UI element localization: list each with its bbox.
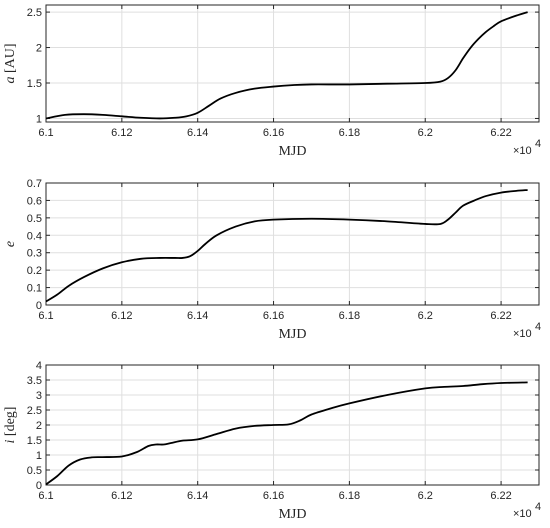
series-line [45,11,528,120]
x-tick-label: 6.18 [339,310,360,322]
x-tick-label: 6.14 [187,490,208,502]
y-tick-label: 1.5 [27,78,42,90]
x-axis-multiplier-exponent: 4 [535,138,541,150]
y-tick-label: 0.7 [27,178,42,190]
x-tick-label: 6.22 [490,490,511,502]
x-tick-label: 6.1 [38,310,53,322]
x-tick-label: 6.14 [187,310,208,322]
x-tick-label: 6.16 [263,127,284,139]
series-line [45,381,528,486]
y-axis-label-symbol: i [3,439,18,443]
plot-panel-2: 6.1 6.12 6.14 6.16 6.18 6.2 6.22 0 0.1 0.2 0.3 0.4 0… [3,178,541,342]
y-tick-label: 0.5 [27,213,42,225]
x-tick-label: 6.16 [263,310,284,322]
y-tick-label: 0.5 [27,465,42,477]
y-tick-label: 2.5 [27,7,42,19]
plot-panel-1: 6.1 6.12 6.14 6.16 6.18 6.2 6.22 1 1.5 2 2.5 MJD a [… [3,4,541,159]
x-tick-label: 6.22 [490,127,511,139]
y-tick-label: 0.2 [27,265,42,277]
y-tick-label: 2 [36,420,42,432]
x-tick-label: 6.22 [490,310,511,322]
y-tick-label: 2 [36,43,42,55]
x-tick-label: 6.2 [418,490,433,502]
y-axis-label-symbol: a [3,77,18,84]
y-tick-label: 3 [36,390,42,402]
x-axis-multiplier: ×10 [513,508,532,520]
x-tick-label: 6.16 [263,490,284,502]
y-axis-label-unit: [deg] [3,407,18,440]
axes-frame [45,182,540,306]
y-axis-label-symbol: e [3,241,18,247]
y-tick-label: 0 [36,300,42,312]
x-tick-label: 6.18 [339,127,360,139]
y-tick-label: 1 [36,113,42,125]
y-axis-label: i [deg] [3,407,18,444]
y-tick-label: 0.4 [27,230,42,242]
plot-panel-3: 6.1 6.12 6.14 6.16 6.18 6.2 6.22 0 0.5 1 1.5 2 2.5 3 3… [3,360,541,522]
x-tick-label: 6.14 [187,127,208,139]
y-axis-label-unit: [AU] [3,43,18,76]
y-tick-label: 1 [36,450,42,462]
y-axis-label: a [AU] [3,43,18,83]
y-tick-label: 0.6 [27,195,42,207]
y-tick-label: 0.3 [27,248,42,260]
series-line [45,189,528,303]
y-tick-label: 4 [36,360,42,372]
x-tick-label: 6.1 [38,127,53,139]
x-tick-label: 6.1 [38,490,53,502]
axes-frame [45,4,540,123]
y-tick-label: 3.5 [27,375,42,387]
x-axis-multiplier-exponent: 4 [535,321,541,333]
x-axis-label: MJD [278,327,306,342]
x-tick-label: 6.2 [418,127,433,139]
x-axis-multiplier: ×10 [513,145,532,157]
x-tick-label: 6.12 [111,490,132,502]
y-tick-label: 0.1 [27,283,42,295]
x-axis-label: MJD [278,507,306,522]
x-tick-label: 6.12 [111,127,132,139]
y-axis-label: e [3,241,18,247]
x-tick-label: 6.2 [418,310,433,322]
x-axis-multiplier: ×10 [513,328,532,340]
y-tick-label: 2.5 [27,405,42,417]
x-tick-label: 6.18 [339,490,360,502]
x-axis-label: MJD [278,144,306,159]
x-axis-multiplier-exponent: 4 [535,501,541,513]
y-tick-label: 1.5 [27,435,42,447]
y-tick-label: 0 [36,480,42,492]
x-tick-label: 6.12 [111,310,132,322]
